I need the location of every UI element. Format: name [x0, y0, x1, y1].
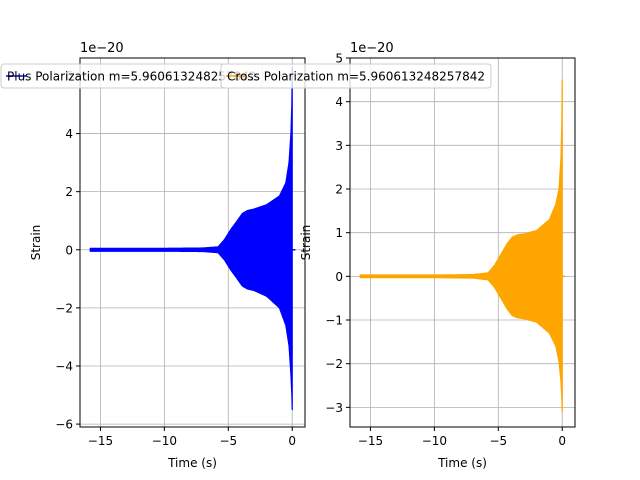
- y-tick-label: 4: [335, 95, 343, 109]
- strain-waveform: [89, 66, 293, 411]
- cross-strain-series: [359, 79, 566, 413]
- x-axis-label: Time (s): [437, 456, 487, 470]
- x-tick-label: −15: [358, 434, 383, 448]
- x-ticks: −15 −10 −5 0: [88, 427, 296, 448]
- y-offset-text: 1e−20: [80, 41, 124, 56]
- y-tick-label: 2: [335, 183, 343, 197]
- cross-polarization-legend: Cross Polarization m=5.960613248257842: [220, 63, 492, 89]
- x-tick-label: 0: [288, 434, 296, 448]
- strain-waveform: [359, 79, 563, 413]
- legend-label: Plus Polarization m=5.960613248257842: [7, 70, 257, 84]
- legend-label: Cross Polarization m=5.960613248257842: [227, 70, 485, 84]
- y-tick-label: 0: [65, 243, 73, 257]
- x-tick-label: −10: [422, 434, 447, 448]
- plus-polarization-legend: Plus Polarization m=5.960613248257842: [0, 63, 264, 89]
- x-axis-label: Time (s): [167, 456, 217, 470]
- y-tick-label: −2: [55, 301, 73, 315]
- y-tick-label: 2: [65, 185, 73, 199]
- y-tick-label: −3: [325, 401, 343, 415]
- y-tick-label: 4: [65, 127, 73, 141]
- y-tick-label: −2: [325, 357, 343, 371]
- y-tick-label: −4: [55, 359, 73, 373]
- x-tick-label: −5: [489, 434, 507, 448]
- y-tick-label: 3: [335, 139, 343, 153]
- y-axis-label: Strain: [299, 225, 313, 261]
- y-axis-label: Strain: [29, 225, 43, 261]
- plus-strain-series: [89, 66, 296, 411]
- axes-frame: [349, 57, 576, 428]
- y-tick-label: −1: [325, 314, 343, 328]
- y-tick-label: −6: [55, 418, 73, 432]
- axes-frame: [79, 57, 306, 428]
- x-ticks: −15 −10 −5 0: [358, 427, 566, 448]
- y-ticks: −3 −2 −1 0 1 2 3 4 5: [325, 52, 350, 415]
- x-tick-label: −10: [152, 434, 177, 448]
- x-tick-label: −15: [88, 434, 113, 448]
- legend-box: [220, 63, 492, 89]
- y-tick-label: 0: [335, 270, 343, 284]
- y-tick-label: 1: [335, 226, 343, 240]
- x-tick-label: −5: [219, 434, 237, 448]
- x-tick-label: 0: [558, 434, 566, 448]
- y-offset-text: 1e−20: [350, 41, 394, 56]
- y-tick-label: 5: [335, 52, 343, 66]
